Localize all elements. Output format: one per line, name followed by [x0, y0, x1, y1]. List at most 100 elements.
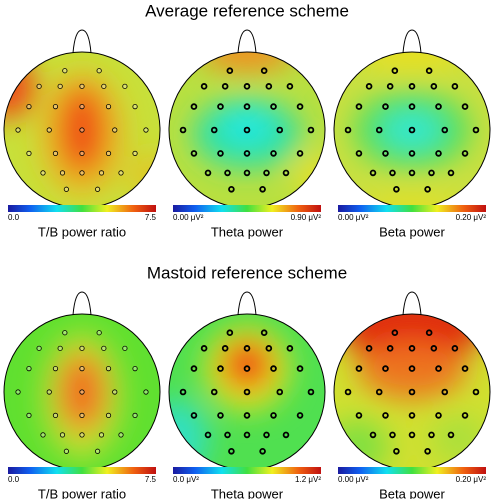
electrode: [355, 412, 363, 419]
heat-blob: [60, 87, 104, 173]
electrode: [408, 150, 416, 157]
electrode: [382, 150, 389, 157]
electrode: [408, 103, 416, 110]
electrode: [226, 329, 234, 337]
electrode: [408, 126, 416, 134]
topomap: [4, 314, 160, 470]
heat-blob: [357, 52, 467, 72]
electrode: [210, 388, 218, 396]
electrode: [221, 345, 229, 352]
electrode: [430, 345, 438, 352]
colorbar-caption: T/B power ratio: [38, 486, 126, 499]
electrode: [296, 365, 304, 372]
topomap: [169, 52, 325, 208]
electrode: [391, 67, 399, 75]
electrode: [424, 185, 431, 193]
colorbar-min: 0.0 μV²: [173, 475, 199, 484]
electrode: [79, 170, 85, 176]
heat-blob: [200, 52, 294, 72]
colorbar-max: 0.20 μV²: [456, 213, 487, 222]
electrode: [221, 83, 229, 90]
nose: [72, 291, 92, 316]
topomap: [334, 314, 490, 470]
electrode: [386, 83, 394, 90]
colorbar-max: 0.20 μV²: [456, 475, 487, 484]
electrode: [375, 388, 383, 396]
electrode: [40, 432, 46, 438]
electrode: [408, 388, 416, 396]
electrode: [344, 126, 352, 134]
electrode: [26, 150, 32, 156]
colorbar-min: 0.00 μV²: [173, 213, 204, 222]
electrode: [26, 365, 32, 372]
electrode: [101, 83, 107, 89]
electrode: [408, 345, 416, 352]
electrode: [190, 103, 198, 110]
electrode: [263, 169, 270, 177]
electrode: [190, 412, 198, 419]
electrode: [190, 150, 198, 157]
electrode: [461, 103, 469, 110]
electrode: [425, 67, 433, 75]
electrode: [451, 83, 459, 90]
electrode: [204, 169, 212, 177]
electrode: [190, 365, 198, 372]
electrode: [217, 365, 224, 372]
electrode: [369, 169, 377, 177]
electrode: [143, 127, 149, 133]
electrode: [243, 150, 251, 157]
electrode: [98, 170, 105, 176]
electrode: [435, 365, 442, 372]
electrode: [217, 150, 224, 157]
electrode: [365, 345, 373, 352]
electrode: [46, 127, 52, 133]
electrode: [472, 388, 480, 396]
electrode: [243, 431, 251, 439]
electrode: [389, 169, 396, 177]
colorbar-caption: Theta power: [211, 224, 284, 239]
electrode: [408, 412, 416, 419]
colorbar: [8, 205, 156, 212]
nose: [237, 29, 257, 54]
colorbar-caption: Theta power: [211, 486, 284, 499]
electrode: [26, 104, 32, 110]
electrode: [382, 412, 389, 419]
electrode: [224, 431, 231, 439]
electrode: [393, 447, 400, 455]
electrode: [355, 150, 363, 157]
electrode: [369, 431, 377, 439]
heat-blob: [293, 153, 325, 201]
electrode: [270, 412, 277, 419]
heat-blob: [431, 415, 487, 463]
electrode: [228, 185, 235, 193]
electrode: [408, 431, 416, 439]
electrode: [428, 431, 435, 439]
electrode: [430, 83, 438, 90]
electrode: [15, 127, 21, 133]
electrode: [179, 126, 187, 134]
electrode: [243, 365, 251, 372]
electrode: [296, 412, 304, 419]
colorbar: [8, 467, 156, 474]
electrode: [270, 150, 277, 157]
topomap: [334, 52, 490, 208]
electrode: [243, 83, 251, 90]
electrode: [63, 448, 70, 454]
nose: [402, 29, 422, 54]
electrode: [52, 365, 59, 372]
electrode: [52, 150, 59, 156]
electrode: [79, 345, 85, 351]
electrode: [179, 388, 187, 396]
electrode: [62, 68, 68, 74]
electrode: [461, 150, 469, 157]
electrode: [447, 169, 455, 177]
electrode: [365, 83, 373, 90]
colorbar-min: 0.0: [8, 475, 20, 484]
electrode: [79, 104, 85, 110]
electrode: [389, 431, 396, 439]
electrode: [57, 345, 63, 351]
electrode: [26, 412, 32, 418]
electrode: [276, 126, 284, 134]
electrode: [461, 412, 469, 419]
colorbar-caption: Beta power: [379, 486, 445, 499]
